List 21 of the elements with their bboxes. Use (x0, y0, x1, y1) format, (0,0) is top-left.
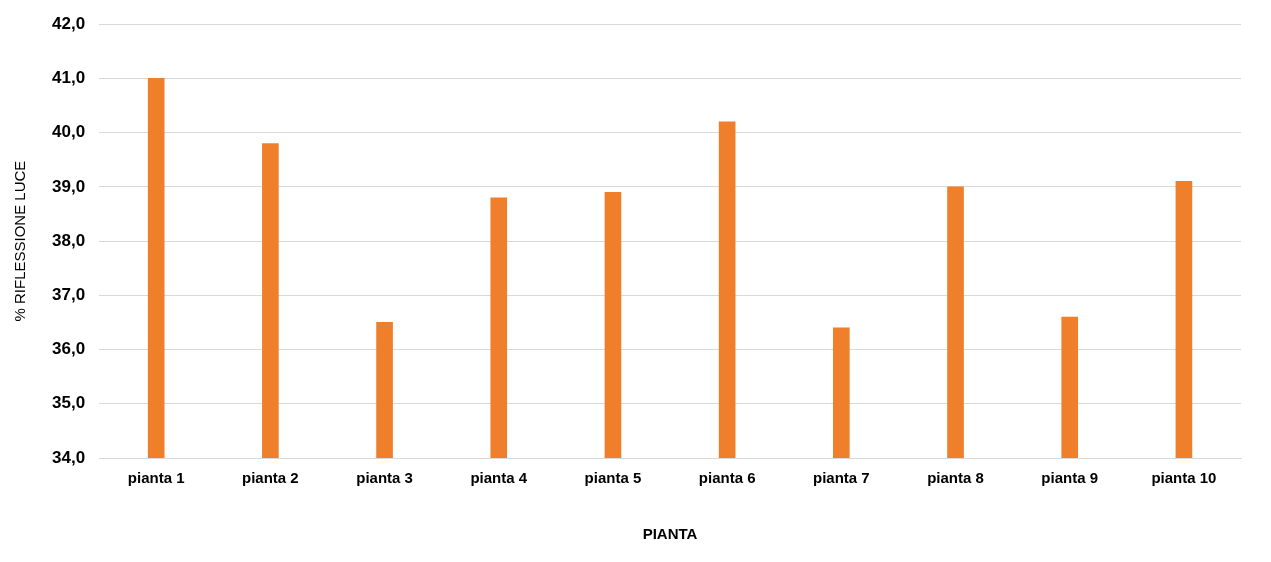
x-tick-label: pianta 2 (242, 469, 299, 487)
x-tick-label: pianta 5 (584, 469, 642, 487)
x-tick-label: pianta 4 (470, 469, 528, 487)
x-tick-label: pianta 8 (927, 469, 984, 487)
x-tick-label: pianta 10 (1151, 469, 1217, 487)
y-axis-title: % RIFLESSIONE LUCE (11, 160, 29, 322)
x-axis-title: PIANTA (642, 525, 698, 543)
y-tick-label: 34,0 (51, 447, 86, 467)
x-tick-label: pianta 6 (698, 469, 756, 487)
y-tick-label: 40,0 (51, 122, 86, 142)
x-tick-label: pianta 1 (127, 469, 185, 487)
y-tick-label: 39,0 (51, 176, 86, 196)
y-tick-label: 42,0 (51, 13, 86, 33)
y-tick-label: 35,0 (51, 393, 86, 413)
x-tick-label: pianta 9 (1041, 469, 1099, 487)
y-tick-label: 38,0 (51, 230, 86, 250)
x-tick-label: pianta 7 (812, 469, 870, 487)
y-tick-label: 36,0 (51, 339, 86, 359)
y-tick-label: 37,0 (51, 285, 86, 305)
y-tick-label: 41,0 (51, 68, 86, 88)
x-tick-label: pianta 3 (356, 469, 413, 487)
